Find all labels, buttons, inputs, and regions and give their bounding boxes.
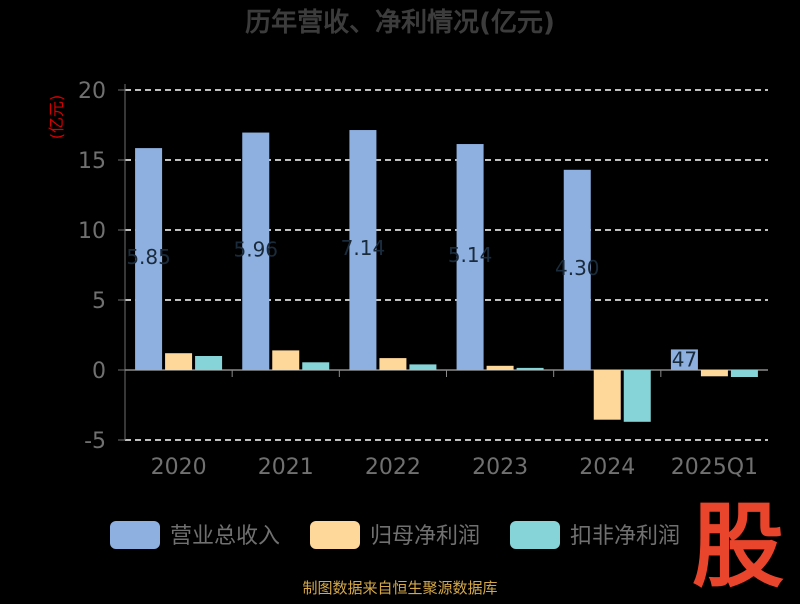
x-axis-ticks: 2020 2021 2022 2023 2024 2025Q1 [151,370,758,480]
legend-swatch [510,521,560,549]
bar [242,132,270,370]
bar [563,169,591,370]
legend-label: 归母净利润 [370,524,480,549]
data-label: 4.30 [555,256,600,280]
grid-lines [125,89,768,441]
x-tick-label: 2022 [365,455,421,480]
x-tick-label: 2020 [151,455,207,480]
legend-label: 扣非净利润 [570,524,680,549]
bar [593,370,621,420]
data-label: 5.14 [448,243,493,267]
x-tick-label: 2024 [579,455,635,480]
bar [623,370,651,422]
bar [135,148,163,370]
legend-label: 营业总收入 [170,524,280,549]
data-label: 7.14 [341,236,386,260]
y-axis-label: (亿元) [47,95,66,140]
data-label: 47 [672,347,697,371]
source-note: 制图数据来自恒生聚源数据库 [302,579,497,597]
y-tick-label: 10 [78,219,106,244]
y-tick-label: 0 [92,359,106,384]
x-tick-label: 2025Q1 [671,455,758,480]
bar [379,358,407,370]
bar [730,370,758,377]
bar [486,365,514,370]
legend-swatch [110,521,160,549]
bar [349,130,377,370]
bar [165,353,193,370]
data-label: 5.85 [126,245,171,269]
legend: 营业总收入 归母净利润 扣非净利润 [110,521,680,549]
bar [456,144,484,370]
axes [124,84,768,440]
bar [700,370,728,377]
bar [670,349,698,370]
x-tick-label: 2021 [258,455,314,480]
watermark-logo: 股 [692,493,784,600]
bar [302,362,330,370]
y-tick-label: 15 [78,149,106,174]
bars [135,130,758,422]
y-tick-label: -5 [84,429,106,454]
bar [272,350,300,370]
x-tick-label: 2023 [472,455,528,480]
bar [195,356,223,370]
bar [409,364,437,370]
chart-title: 历年营收、净利情况(亿元) [245,7,555,38]
legend-swatch [310,521,360,549]
data-label: 5.96 [233,237,278,261]
y-tick-label: 20 [78,79,106,104]
data-labels: 5.85 5.96 7.14 5.14 4.30 47 [126,236,697,371]
y-tick-label: 5 [92,289,106,314]
bar [516,367,544,370]
y-axis-ticks: -5 0 5 10 15 20 [78,79,125,454]
